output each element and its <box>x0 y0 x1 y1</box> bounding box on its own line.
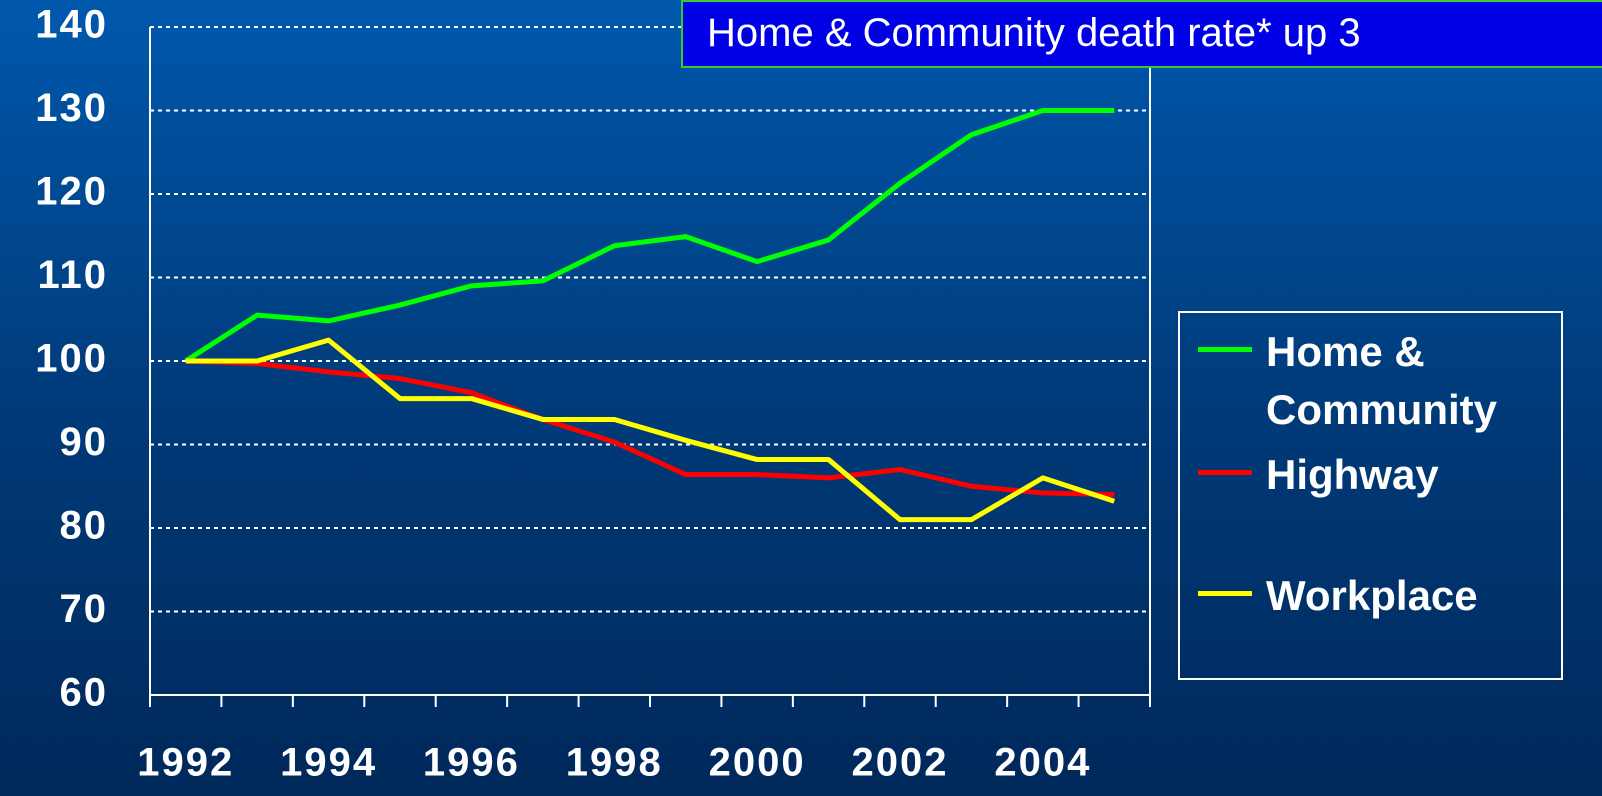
legend-swatch <box>1198 470 1252 475</box>
x-tick-label: 1994 <box>280 741 377 785</box>
y-tick-label: 110 <box>37 253 108 297</box>
x-tick-label: 2000 <box>709 741 806 785</box>
title-box: Home & Community death rate* up 3 <box>681 0 1602 68</box>
legend-label: Highway <box>1266 451 1439 498</box>
legend-swatch <box>1198 347 1252 352</box>
legend: Home & Community Highway Workplace <box>1178 311 1563 680</box>
y-tick-label: 130 <box>35 86 108 130</box>
y-tick-label: 70 <box>60 587 109 631</box>
y-tick-label: 140 <box>35 3 108 47</box>
x-tick-label: 1992 <box>137 741 234 785</box>
x-tick-label: 2004 <box>994 741 1091 785</box>
series-line <box>184 108 1115 364</box>
y-tick-label: 100 <box>35 337 108 381</box>
chart-title: Home & Community death rate* up 3 <box>707 11 1361 55</box>
y-tick-label: 60 <box>60 671 109 715</box>
x-tick-label: 1998 <box>566 741 663 785</box>
y-tick-label: 90 <box>60 420 109 464</box>
series-line <box>185 337 1116 523</box>
legend-swatch <box>1198 591 1252 596</box>
x-tick-label: 2002 <box>852 741 949 785</box>
y-tick-label: 80 <box>60 504 109 548</box>
legend-label: Home & Community <box>1266 328 1497 433</box>
legend-label: Workplace <box>1266 572 1478 619</box>
y-tick-label: 120 <box>35 170 108 214</box>
series-line <box>185 358 1115 498</box>
x-tick-label: 1996 <box>423 741 520 785</box>
